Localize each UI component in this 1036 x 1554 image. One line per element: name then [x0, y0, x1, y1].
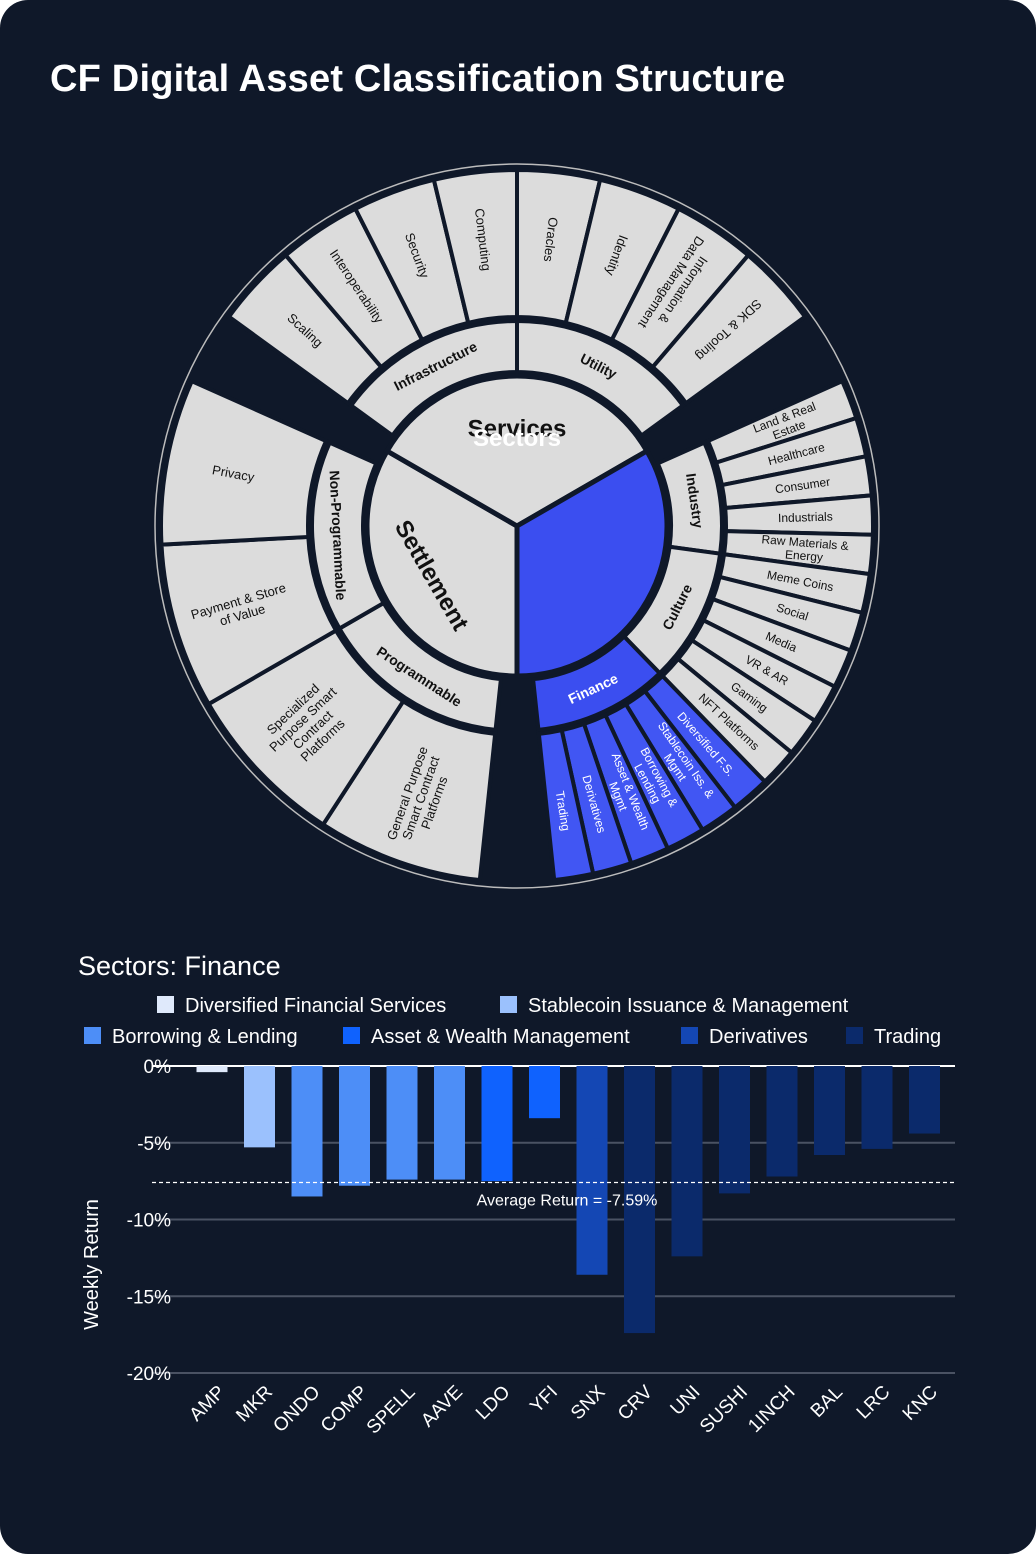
x-tick-label-uni: UNI	[667, 1382, 705, 1420]
legend-swatch	[343, 1027, 360, 1044]
bar-ondo	[291, 1066, 323, 1197]
sector-services	[383, 373, 651, 529]
x-tick-label-snx: SNX	[567, 1381, 610, 1424]
category-label-non-programmable: Non-Programmable	[326, 470, 349, 601]
bar-ldo	[481, 1066, 513, 1182]
legend-item-asset-and-wealth-management: Asset & Wealth Management	[343, 1026, 630, 1048]
x-tick-label-lrc: LRC	[853, 1382, 895, 1424]
y-axis-label: Weekly Return	[81, 1199, 103, 1330]
bar-knc	[909, 1066, 940, 1134]
bar-1inch	[766, 1066, 798, 1177]
subcategory-sdk-and-tooling	[649, 252, 808, 406]
legend-label: Diversified Financial Services	[185, 995, 446, 1017]
category-label-industry: Industry	[683, 472, 707, 529]
subcategory-label-industrials: Industrials	[778, 509, 833, 525]
x-tick-label-comp: COMP	[317, 1382, 372, 1437]
legend-item-stablecoin-issuance-and-management: Stablecoin Issuance & Management	[500, 995, 849, 1017]
subcategory-label-raw-materials-and-energy: Raw Materials &Energy	[760, 532, 849, 566]
category-utility	[515, 318, 686, 439]
category-finance	[530, 633, 663, 733]
bar-sushi	[719, 1066, 750, 1194]
subcategory-label-trading: Trading	[553, 790, 573, 832]
y-tick-label: -5%	[137, 1134, 171, 1155]
x-tick-label-sushi: SUSHI	[696, 1382, 752, 1438]
legend-label: Stablecoin Issuance & Management	[528, 995, 849, 1017]
legend-swatch	[500, 996, 517, 1013]
legend-swatch	[84, 1027, 101, 1044]
average-line-group: Average Return = -7.59%	[152, 1181, 955, 1210]
x-tick-label-knc: KNC	[899, 1382, 942, 1425]
legend-label: Asset & Wealth Management	[371, 1026, 630, 1048]
category-non-programmable	[310, 439, 387, 632]
chart-bars	[196, 1066, 940, 1334]
bar-bal	[814, 1066, 845, 1156]
legend-item-diversified-financial-services: Diversified Financial Services	[157, 995, 446, 1017]
x-tick-label-aave: AAVE	[417, 1382, 467, 1432]
bar-aave	[434, 1066, 465, 1180]
subcategory-label-computing: Computing	[472, 207, 494, 271]
legend-item-derivatives: Derivatives	[681, 1026, 808, 1048]
y-tick-label: -10%	[127, 1211, 171, 1232]
chart-title: Sectors: Finance	[78, 951, 281, 981]
x-tick-label-1inch: 1INCH	[744, 1382, 799, 1437]
legend-label: Trading	[874, 1026, 941, 1048]
legend-item-trading: Trading	[846, 1026, 941, 1048]
legend-item-borrowing-and-lending: Borrowing & Lending	[84, 1026, 298, 1048]
x-tick-label-yfi: YFI	[526, 1382, 562, 1418]
bar-uni	[671, 1066, 703, 1257]
outer-rim	[154, 163, 880, 889]
sector-label-services: Services	[468, 415, 567, 442]
x-tick-label-crv: CRV	[614, 1381, 657, 1424]
x-tick-label-ldo: LDO	[472, 1382, 514, 1424]
bar-yfi	[529, 1066, 560, 1119]
bar-comp	[339, 1066, 370, 1186]
y-tick-label: -15%	[127, 1287, 171, 1308]
bar-snx	[576, 1066, 608, 1275]
x-tick-label-ondo: ONDO	[269, 1382, 324, 1437]
average-label: Average Return = -7.59%	[477, 1193, 658, 1210]
bar-spell	[386, 1066, 418, 1180]
legend-swatch	[157, 996, 174, 1013]
chart-legend: Diversified Financial Services Stablecoin…	[84, 995, 941, 1048]
y-tick-label: 0%	[144, 1057, 172, 1078]
page-title: CF Digital Asset Classification Structur…	[50, 58, 786, 100]
legend-label: Borrowing & Lending	[112, 1026, 298, 1048]
bar-mkr	[244, 1066, 275, 1148]
x-tick-label-amp: AMP	[186, 1382, 230, 1426]
x-tick-label-spell: SPELL	[363, 1382, 420, 1439]
x-tick-label-bal: BAL	[807, 1382, 847, 1422]
finance-returns-bar-chart: Sectors: Finance Diversified Financial S…	[78, 951, 955, 1439]
legend-swatch	[681, 1027, 698, 1044]
subcategory-privacy	[159, 378, 329, 547]
sector-settlement	[364, 447, 520, 679]
subcategory-label-oracles: Oracles	[541, 216, 561, 263]
bar-crv	[624, 1066, 655, 1334]
legend-label: Derivatives	[709, 1026, 808, 1048]
sector-applications	[514, 447, 670, 679]
bar-amp	[196, 1066, 228, 1073]
legend-swatch	[846, 1027, 863, 1044]
subcategory-trading	[536, 727, 596, 883]
sunburst-center-label: Sectors	[473, 425, 561, 452]
bar-lrc	[861, 1066, 893, 1149]
y-tick-label: -20%	[127, 1364, 171, 1385]
